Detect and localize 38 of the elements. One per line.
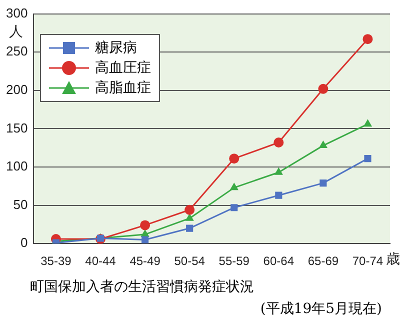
point bbox=[363, 119, 372, 127]
y-tick-label: 300 bbox=[6, 5, 28, 20]
point bbox=[274, 167, 283, 175]
point bbox=[274, 137, 284, 148]
point bbox=[318, 140, 328, 148]
x-tick-label: 40-44 bbox=[85, 254, 116, 268]
text: 町国保加入者の生活習慣病発症状況 bbox=[30, 278, 254, 296]
point bbox=[184, 204, 195, 215]
y-axis-title: 人 bbox=[9, 24, 23, 40]
y-tick-label: 200 bbox=[6, 82, 28, 97]
x-tick-label: 45-49 bbox=[130, 254, 161, 268]
x-tick-label: 35-39 bbox=[40, 254, 72, 268]
x-tick-label: 65-69 bbox=[308, 254, 339, 268]
y-tick-label: 250 bbox=[6, 44, 28, 59]
legend-label: 高血圧症 bbox=[95, 58, 151, 78]
y-tick-label: 150 bbox=[6, 120, 28, 136]
point bbox=[364, 155, 372, 162]
point bbox=[142, 236, 149, 244]
x-axis-title: 歳 bbox=[386, 252, 400, 268]
y-tick-label: 0 bbox=[20, 235, 28, 250]
legend-label: 高脂血症 bbox=[95, 78, 151, 98]
point bbox=[229, 154, 240, 164]
point bbox=[275, 192, 282, 199]
legend-label: 糖尿病 bbox=[95, 38, 137, 58]
x-tick-label: 60-64 bbox=[263, 254, 294, 268]
text: (平成19年5月現在) bbox=[260, 300, 382, 318]
point bbox=[140, 220, 150, 230]
y-tick-label: 50 bbox=[13, 196, 28, 212]
point bbox=[318, 84, 328, 94]
point bbox=[320, 180, 327, 187]
point bbox=[230, 182, 238, 190]
x-tick-label: 70-74 bbox=[352, 254, 384, 268]
y-tick-label: 100 bbox=[6, 158, 28, 174]
point bbox=[186, 224, 194, 232]
point bbox=[362, 34, 373, 44]
point bbox=[230, 204, 238, 212]
x-tick-label: 55-59 bbox=[218, 254, 250, 268]
x-tick-label: 50-54 bbox=[174, 254, 206, 268]
